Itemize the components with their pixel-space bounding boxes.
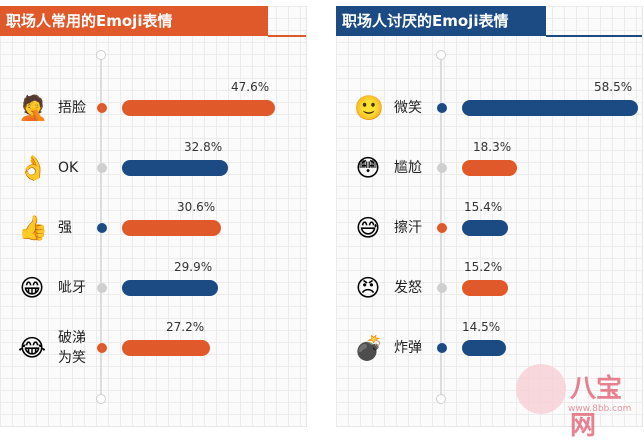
- category-label: 呲牙: [58, 280, 86, 296]
- value-label: 27.2%: [166, 320, 205, 334]
- category-label: 擦汗: [394, 220, 422, 236]
- bar-row: 😠 发怒 15.2%: [336, 260, 642, 312]
- bar: [122, 100, 275, 116]
- axis-dot: [97, 343, 107, 353]
- category-label: 强: [58, 220, 72, 236]
- facepalm-emoji-icon: 🤦: [18, 94, 48, 122]
- ok-hand-emoji-icon: 👌: [18, 154, 48, 182]
- bar-row: 😁 呲牙 29.9%: [0, 260, 306, 312]
- value-label: 30.6%: [177, 200, 216, 214]
- sweat-wipe-emoji-icon: 😅: [355, 214, 381, 242]
- axis-dot: [437, 163, 447, 173]
- tears-of-joy-emoji-icon: 😂: [18, 334, 47, 362]
- chart-title: 职场人常用的Emoji表情: [0, 6, 268, 36]
- category-label: 破涕为笑: [58, 330, 86, 366]
- value-label: 58.5%: [594, 80, 633, 94]
- thumbs-up-emoji-icon: 👍: [18, 214, 48, 242]
- category-label: OK: [58, 160, 79, 176]
- category-label: 尴尬: [394, 160, 422, 176]
- title-rule: [268, 35, 306, 37]
- axis-endcap-top: [96, 50, 106, 60]
- chart-panel-disliked: 职场人讨厌的Emoji表情 🙂 微笑 58.5% 😳 尴尬 18.3% 😅 擦汗 15.4% 😠 发…: [336, 6, 643, 427]
- bar: [122, 280, 218, 296]
- bar: [462, 340, 506, 356]
- value-label: 29.9%: [174, 260, 213, 274]
- bar-row: 😂 破涕为笑 27.2%: [0, 320, 306, 372]
- bar-row: 😅 擦汗 15.4%: [336, 200, 642, 252]
- axis-endcap-bottom: [436, 394, 446, 404]
- value-label: 15.2%: [464, 260, 503, 274]
- axis-dot: [97, 103, 107, 113]
- bar: [462, 160, 517, 176]
- bomb-emoji-icon: 💣: [354, 334, 384, 362]
- value-label: 15.4%: [464, 200, 503, 214]
- axis-dot: [437, 283, 447, 293]
- value-label: 18.3%: [473, 140, 512, 154]
- category-label: 微笑: [394, 100, 422, 116]
- axis-dot: [97, 163, 107, 173]
- bar: [122, 220, 221, 236]
- smile-emoji-icon: 🙂: [354, 94, 384, 122]
- axis-dot: [97, 283, 107, 293]
- bar: [122, 160, 228, 176]
- bar: [462, 220, 508, 236]
- axis-endcap-top: [436, 50, 446, 60]
- watermark-url: www.8bb.com: [568, 404, 632, 414]
- awkward-emoji-icon: 😳: [355, 154, 381, 182]
- category-label: 发怒: [394, 280, 422, 296]
- value-label: 47.6%: [231, 80, 270, 94]
- value-label: 32.8%: [184, 140, 223, 154]
- bar: [462, 100, 638, 116]
- bar-row: 🙂 微笑 58.5%: [336, 80, 642, 132]
- watermark: 八宝网 www.8bb.com: [516, 356, 636, 441]
- chart-title: 职场人讨厌的Emoji表情: [336, 6, 546, 36]
- category-label: 捂脸: [58, 100, 86, 116]
- bar-row: 👌 OK 32.8%: [0, 140, 306, 192]
- title-rule: [546, 35, 642, 37]
- grinning-teeth-emoji-icon: 😁: [19, 274, 45, 302]
- bar-row: 💣 炸弹 14.5%: [336, 320, 642, 372]
- angry-emoji-icon: 😠: [355, 274, 381, 302]
- axis-dot: [437, 223, 447, 233]
- axis-dot: [437, 103, 447, 113]
- bar-row: 😳 尴尬 18.3%: [336, 140, 642, 192]
- chart-panel-common: 职场人常用的Emoji表情 🤦 捂脸 47.6% 👌 OK 32.8% 👍 强 30.6% 😁 呲牙…: [0, 6, 307, 427]
- bar: [122, 340, 210, 356]
- value-label: 14.5%: [462, 320, 501, 334]
- bar-row: 🤦 捂脸 47.6%: [0, 80, 306, 132]
- axis-endcap-bottom: [96, 394, 106, 404]
- watermark-logo-icon: [516, 364, 566, 414]
- bar-row: 👍 强 30.6%: [0, 200, 306, 252]
- axis-dot: [97, 223, 107, 233]
- bar: [462, 280, 508, 296]
- axis-dot: [437, 343, 447, 353]
- category-label: 炸弹: [394, 340, 422, 356]
